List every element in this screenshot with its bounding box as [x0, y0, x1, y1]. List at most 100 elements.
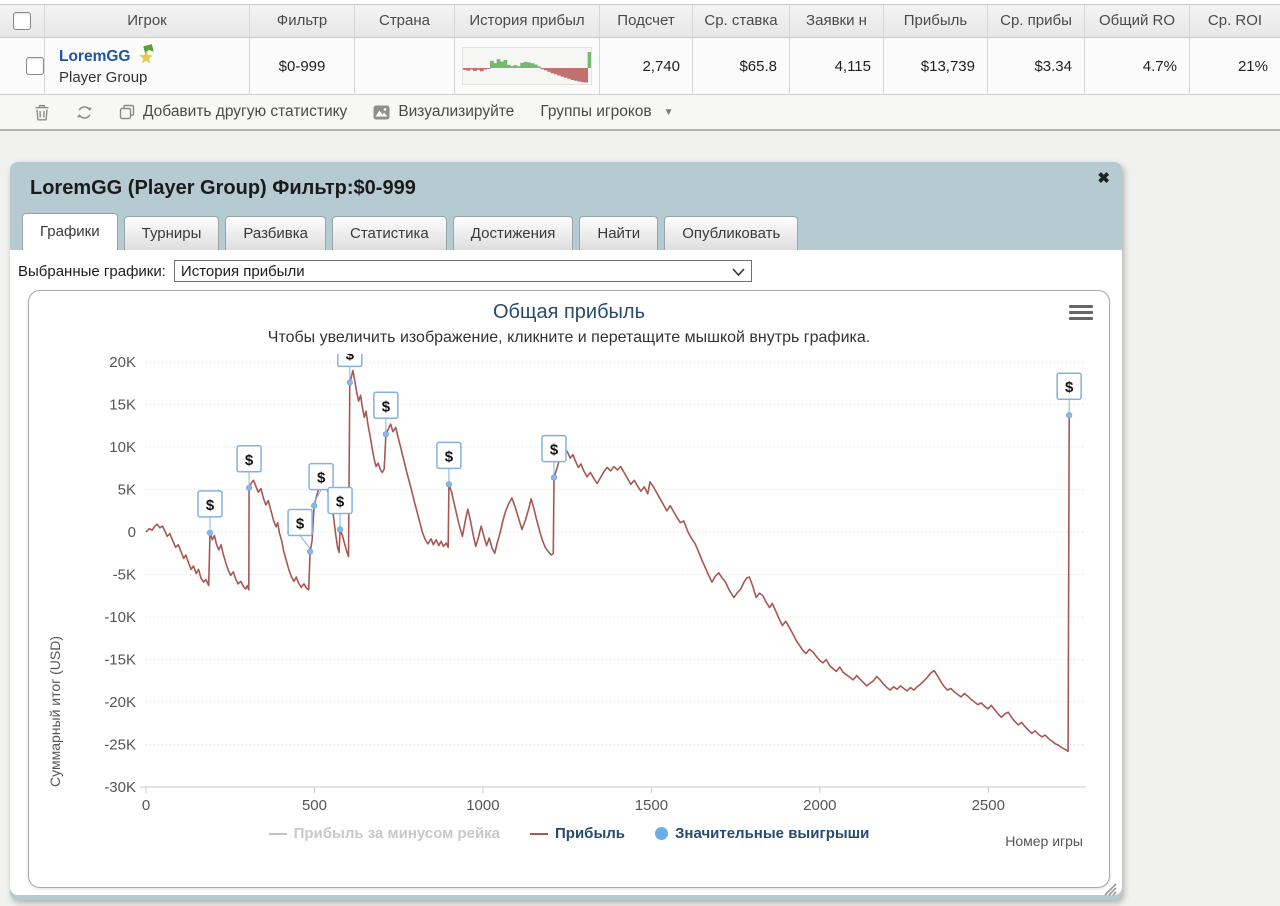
legend-item[interactable]: Прибыль за минусом рейка: [268, 825, 501, 842]
svg-text:10K: 10K: [109, 439, 136, 456]
svg-text:$: $: [445, 448, 454, 465]
close-icon[interactable]: ✖: [1097, 170, 1110, 187]
chart-select-value: История прибыли: [180, 262, 305, 280]
player-cell: LoremGG ★ Player Group: [45, 38, 250, 94]
svg-text:-20K: -20K: [104, 694, 136, 711]
total-roi-cell: 4.7%: [1085, 38, 1190, 94]
svg-text:-15K: -15K: [104, 652, 136, 669]
svg-text:5K: 5K: [118, 482, 136, 499]
player-groups-dropdown[interactable]: Группы игроков ▼: [532, 103, 681, 121]
player-name-link[interactable]: LoremGG: [59, 47, 131, 65]
popup-tabs: Графики Турниры Разбивка Статистика Дост…: [10, 213, 1122, 250]
add-statistic-button[interactable]: Добавить другую статистику: [111, 103, 355, 121]
chart-select-label: Выбранные графики:: [18, 262, 166, 280]
svg-text:1500: 1500: [635, 797, 668, 814]
chart-menu-icon[interactable]: [1069, 305, 1093, 323]
legend-label: Прибыль: [555, 825, 626, 842]
tab-achievements[interactable]: Достижения: [452, 216, 574, 250]
svg-text:$: $: [317, 470, 326, 487]
x-axis-title: Номер игры: [1005, 833, 1083, 849]
popup-title: LoremGG (Player Group) Фильтр:$0-999: [30, 177, 416, 199]
svg-text:-10K: -10K: [104, 609, 136, 626]
profit-history-cell: [455, 38, 600, 94]
svg-text:$: $: [245, 452, 254, 469]
chart-subtitle: Чтобы увеличить изображение, кликните и …: [267, 329, 871, 346]
svg-text:$: $: [382, 398, 391, 415]
legend-item[interactable]: Значительные выигрыши: [655, 825, 869, 842]
player-stats-table: Игрок Фильтр Страна История прибыл Подсч…: [0, 0, 1280, 131]
caret-down-icon: ▼: [663, 106, 674, 118]
legend-circle-icon: [655, 827, 669, 840]
column-header-profit-history[interactable]: История прибыл: [455, 5, 600, 37]
tab-charts[interactable]: Графики: [22, 213, 118, 250]
legend-label: Значительные выигрыши: [675, 825, 870, 842]
row-checkbox[interactable]: [26, 57, 44, 75]
avg-profit-cell: $3.34: [988, 38, 1085, 94]
column-header-profit[interactable]: Прибыль: [884, 5, 988, 37]
column-header-player[interactable]: Игрок: [45, 5, 250, 37]
column-header-avg-profit[interactable]: Ср. прибы: [988, 5, 1085, 37]
tab-tournaments[interactable]: Турниры: [123, 216, 220, 250]
svg-text:0: 0: [128, 524, 136, 541]
tab-find[interactable]: Найти: [579, 216, 659, 250]
avg-roi-cell: 21%: [1237, 57, 1268, 75]
svg-text:1000: 1000: [466, 797, 499, 814]
svg-text:15K: 15K: [109, 397, 136, 414]
table-header-row: Игрок Фильтр Страна История прибыл Подсч…: [0, 4, 1280, 38]
select-all-checkbox[interactable]: [13, 12, 31, 30]
column-header-country[interactable]: Страна: [355, 5, 455, 37]
svg-text:500: 500: [302, 797, 327, 814]
svg-text:0: 0: [142, 797, 150, 814]
chart-select-row: Выбранные графики: История прибыли: [18, 260, 1122, 282]
tab-breakdown[interactable]: Разбивка: [225, 216, 326, 250]
table-toolbar: Добавить другую статистику Визуализируйт…: [0, 95, 1280, 131]
player-groups-label: Группы игроков: [540, 103, 652, 120]
chevron-down-icon: [732, 268, 745, 276]
copy-icon: [119, 104, 135, 120]
legend-line-icon: [530, 832, 549, 835]
filter-cell: $0-999: [250, 38, 355, 94]
svg-text:-5K: -5K: [113, 567, 136, 584]
column-header-entries[interactable]: Заявки н: [790, 5, 884, 37]
y-axis-title: Суммарный итог (USD): [47, 635, 63, 787]
svg-text:-25K: -25K: [104, 737, 136, 754]
resize-handle[interactable]: [1102, 881, 1117, 896]
tab-statistics[interactable]: Статистика: [332, 216, 447, 250]
svg-text:$: $: [336, 493, 345, 510]
profit-cell: $13,739: [884, 38, 988, 94]
country-cell: [355, 38, 455, 94]
column-header-avg-stake[interactable]: Ср. ставка: [693, 5, 790, 37]
table-row: LoremGG ★ Player Group $0-999 2,740 $65.…: [0, 38, 1280, 95]
refresh-button[interactable]: [68, 104, 101, 121]
svg-text:20K: 20K: [109, 354, 136, 371]
svg-text:-30K: -30K: [104, 779, 136, 796]
legend-label: Прибыль за минусом рейка: [293, 825, 501, 842]
column-header-filter[interactable]: Фильтр: [250, 5, 355, 37]
legend-item[interactable]: Прибыль: [530, 825, 625, 842]
column-header-total-roi[interactable]: Общий RO: [1085, 5, 1190, 37]
player-type-label: Player Group: [59, 68, 148, 86]
add-statistic-label: Добавить другую статистику: [143, 103, 348, 120]
popup-body: Выбранные графики: История прибыли Общая…: [10, 250, 1122, 895]
header-checkbox-cell: [0, 5, 45, 37]
entries-cell: 4,115: [790, 38, 884, 94]
trash-icon: [34, 104, 50, 121]
svg-text:2500: 2500: [972, 797, 1005, 814]
svg-text:$: $: [550, 442, 559, 459]
chart-select[interactable]: История прибыли: [173, 260, 752, 282]
row-checkbox-cell: [0, 38, 45, 94]
svg-text:2000: 2000: [803, 797, 836, 814]
count-cell: 2,740: [600, 38, 693, 94]
delete-button[interactable]: [26, 104, 58, 121]
column-header-avg-roi[interactable]: Ср. ROI: [1207, 12, 1263, 29]
profit-sparkline[interactable]: [462, 47, 592, 85]
svg-text:$: $: [296, 516, 305, 533]
tab-publish[interactable]: Опубликовать: [664, 216, 799, 250]
star-badge-icon: ★: [138, 47, 158, 67]
chart-plot-area[interactable]: 20K 15K 10K 5K 0 -5K -10K -15K -20K -25K -30K 0 500 1…: [29, 291, 1109, 887]
visualize-button[interactable]: Визуализируйте: [365, 103, 522, 121]
chart-title: Общая прибыль: [492, 301, 646, 323]
player-detail-popup: ✖ LoremGG (Player Group) Фильтр:$0-999 Г…: [10, 162, 1122, 900]
column-header-count[interactable]: Подсчет: [600, 5, 693, 37]
